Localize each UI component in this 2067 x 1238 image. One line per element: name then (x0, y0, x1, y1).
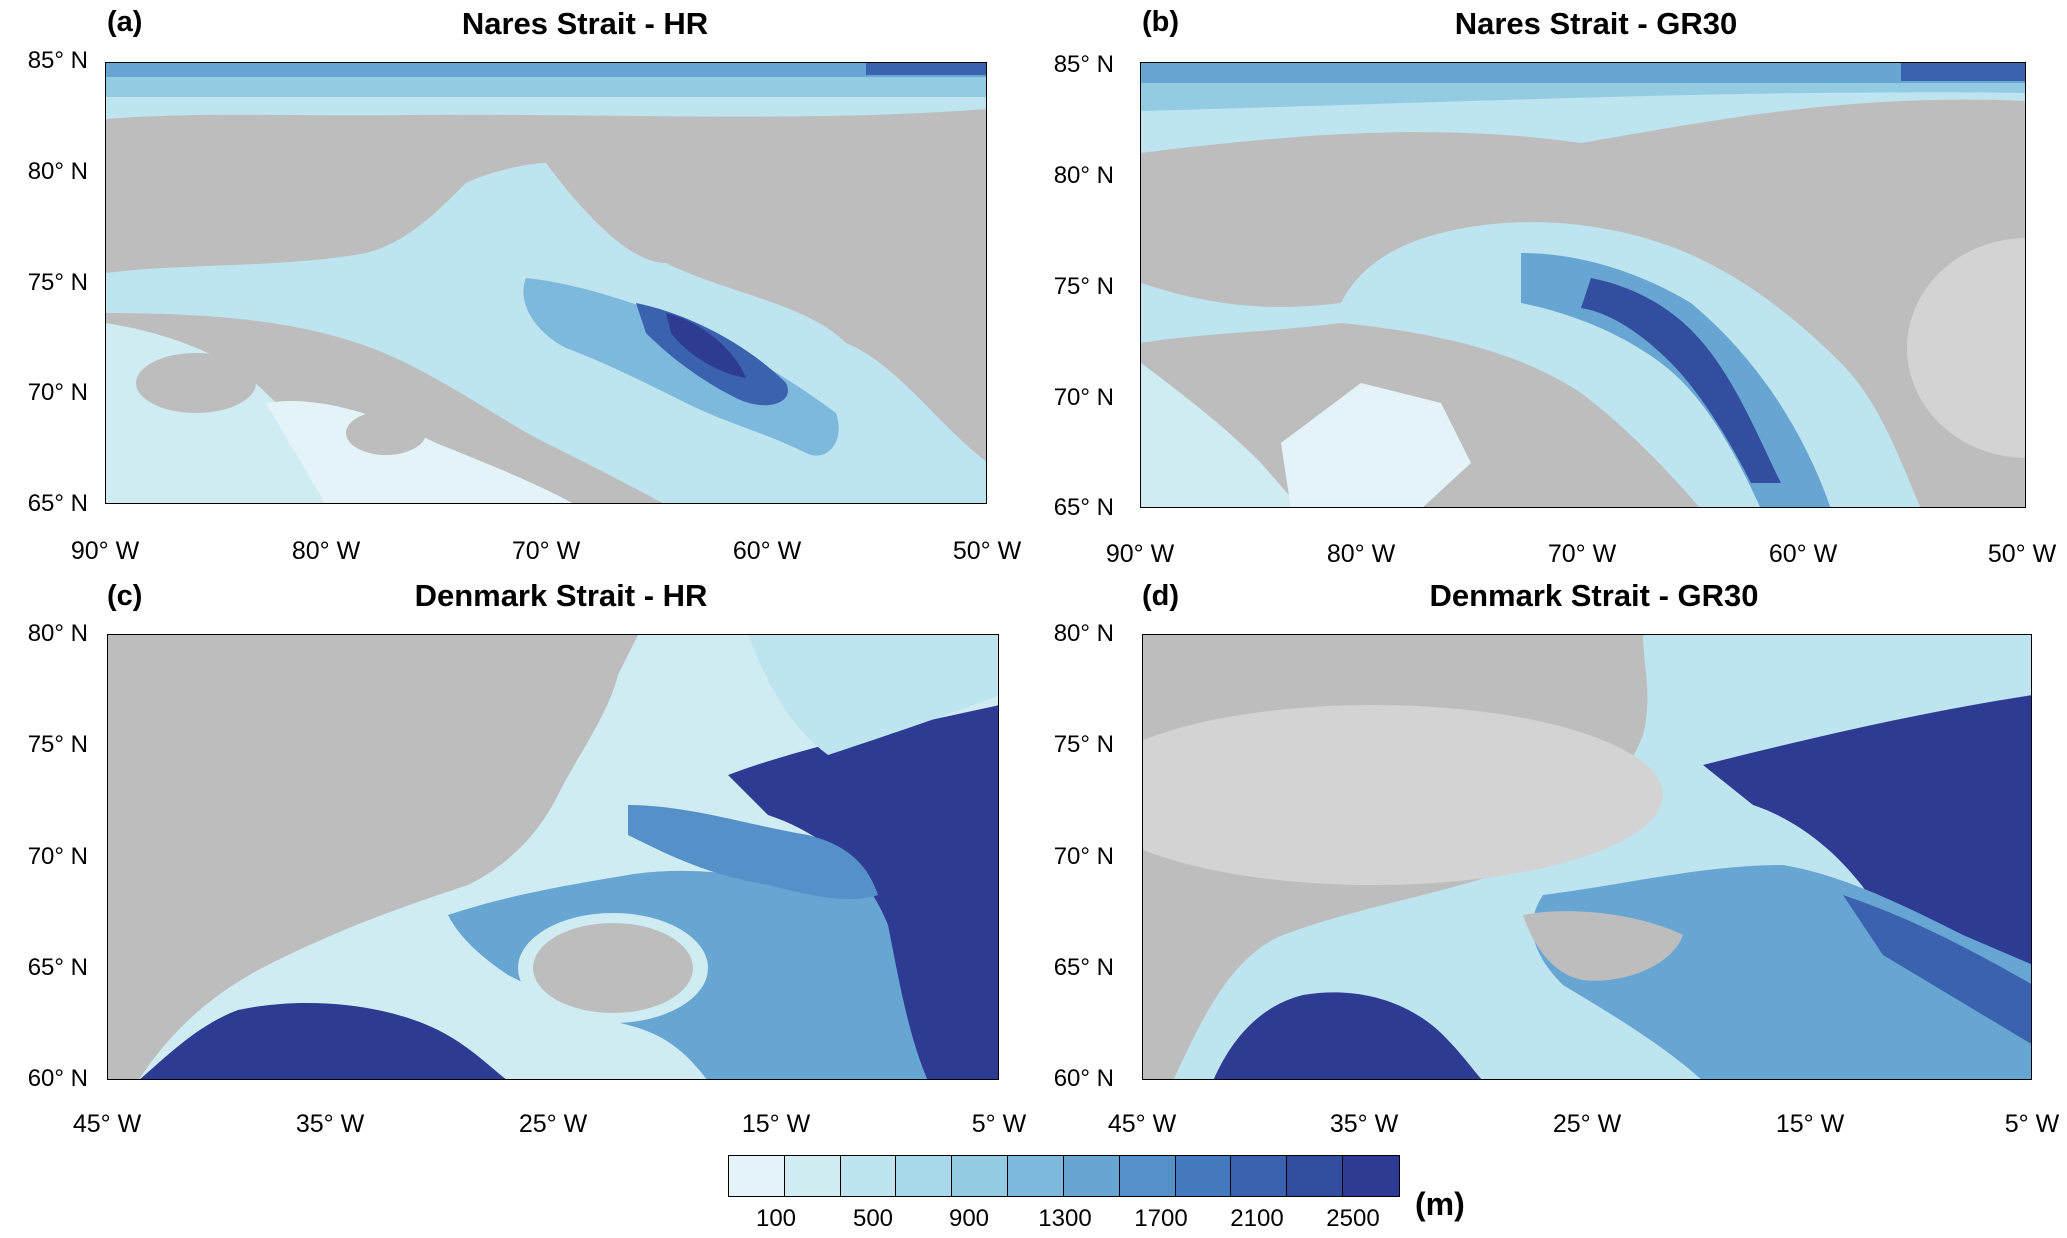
colorbar-tick-label: 900 (948, 1205, 990, 1232)
panel-b-lon-label: 90° W (1105, 540, 1175, 568)
colorbar-tick-label: 2100 (1230, 1205, 1284, 1232)
colorbar-swatch (1231, 1156, 1288, 1196)
panel-a-lon-label: 70° W (511, 537, 581, 565)
colorbar-swatch (1063, 1156, 1120, 1196)
panel-c-lat-label: 75° N (27, 731, 88, 758)
panel-a-lon-label: 80° W (291, 537, 361, 565)
panel-a-lon-label: 90° W (70, 537, 140, 565)
panel-c-label: (c) (107, 580, 143, 612)
panel-b-label: (b) (1142, 6, 1180, 38)
panel-c-lon-label: 35° W (295, 1110, 365, 1138)
panel-a-map (105, 62, 987, 504)
panel-c-lat-label: 70° N (27, 843, 88, 870)
panel-a-lat-label: 75° N (27, 269, 88, 296)
colorbar-swatch (1343, 1156, 1399, 1196)
panel-b-map (1140, 62, 2026, 508)
panel-d-lon-label: 45° W (1107, 1110, 1177, 1138)
panel-c-lat-label: 80° N (27, 620, 88, 647)
panel-c-title: Denmark Strait - HR (414, 578, 708, 613)
panel-c-lon-label: 5° W (971, 1110, 1027, 1138)
colorbar-swatch (840, 1156, 897, 1196)
colorbar-swatch (1287, 1156, 1344, 1196)
colorbar-swatch (952, 1156, 1009, 1196)
panel-a-label: (a) (107, 6, 143, 38)
panel-d-lon-label: 25° W (1552, 1110, 1622, 1138)
panel-d-lat-label: 75° N (1053, 731, 1114, 758)
panel-d-lat-label: 80° N (1053, 620, 1114, 647)
panel-c-map (107, 634, 999, 1080)
colorbar-unit: (m) (1415, 1186, 1465, 1222)
panel-d-label: (d) (1142, 580, 1180, 612)
panel-b-lon-label: 60° W (1768, 540, 1838, 568)
colorbar-tick-label: 500 (852, 1205, 894, 1232)
panel-d-lon-label: 15° W (1775, 1110, 1845, 1138)
colorbar-swatch (729, 1156, 785, 1196)
panel-b-lon-label: 70° W (1547, 540, 1617, 568)
colorbar-tick-label: 2500 (1326, 1205, 1380, 1232)
colorbar-swatch (1008, 1156, 1064, 1196)
panel-a-lon-label: 50° W (952, 537, 1022, 565)
colorbar-swatch (784, 1156, 841, 1196)
colorbar-tick-label: 1700 (1134, 1205, 1188, 1232)
colorbar-tick-label: 100 (755, 1205, 797, 1232)
panel-a-lon-label: 60° W (732, 537, 802, 565)
panel-a-title: Nares Strait - HR (461, 6, 709, 41)
panel-d-lat-label: 70° N (1053, 843, 1114, 870)
colorbar-swatch (1175, 1156, 1232, 1196)
panel-a-lat-label: 70° N (27, 379, 88, 406)
panel-c-lon-label: 45° W (72, 1110, 142, 1138)
panel-b-lon-label: 80° W (1326, 540, 1396, 568)
panel-b-lat-label: 70° N (1053, 384, 1114, 411)
panel-d-title: Denmark Strait - GR30 (1429, 578, 1759, 613)
panel-b-lat-label: 75° N (1053, 273, 1114, 300)
panel-a-lat-label: 65° N (27, 490, 88, 517)
panel-b-title: Nares Strait - GR30 (1454, 6, 1738, 41)
colorbar-tick-label: 1300 (1038, 1205, 1092, 1232)
panel-a-lat-label: 80° N (27, 158, 88, 185)
panel-d-lat-label: 60° N (1053, 1065, 1114, 1092)
panel-b-lat-label: 85° N (1053, 51, 1114, 78)
panel-c-lon-label: 25° W (518, 1110, 588, 1138)
panel-b-lon-label: 50° W (1987, 540, 2057, 568)
panel-d-lon-label: 35° W (1329, 1110, 1399, 1138)
colorbar-swatch (1119, 1156, 1176, 1196)
panel-b-lat-label: 80° N (1053, 162, 1114, 189)
panel-b-lat-label: 65° N (1053, 494, 1114, 521)
panel-c-lat-label: 60° N (27, 1065, 88, 1092)
colorbar (728, 1155, 1400, 1197)
panel-a-lat-label: 85° N (27, 47, 88, 74)
panel-c-lon-label: 15° W (741, 1110, 811, 1138)
panel-d-lon-label: 5° W (2004, 1110, 2060, 1138)
panel-c-lat-label: 65° N (27, 954, 88, 981)
panel-d-map (1142, 634, 2032, 1080)
colorbar-swatch (896, 1156, 953, 1196)
panel-d-lat-label: 65° N (1053, 954, 1114, 981)
